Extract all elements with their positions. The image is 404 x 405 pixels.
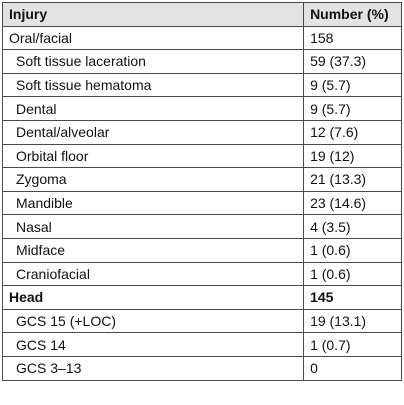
number-cell: 158 [303, 25, 402, 51]
table-row: Dental 9 (5.7) [1, 96, 402, 121]
table-row: Midface 1 (0.6) [1, 237, 402, 263]
table-row: Soft tissue hematoma 9 (5.7) [1, 72, 402, 98]
table-row: Head 145 [1, 285, 402, 310]
table-container: Injury Number (%) Oral/facial 158 Soft tis… [1, 2, 402, 381]
injury-cell: Soft tissue laceration [1, 49, 305, 74]
injury-cell: GCS 14 [1, 332, 305, 357]
table-row: GCS 15 (+LOC) 19 (13.1) [1, 308, 402, 334]
table-row: Soft tissue laceration 59 (37.3) [1, 49, 402, 74]
number-cell: 23 (14.6) [303, 190, 402, 216]
table-body: Oral/facial 158 Soft tissue laceration 59 (… [1, 25, 402, 381]
injury-cell: Midface [1, 237, 305, 263]
injury-cell: Oral/facial [1, 25, 305, 51]
table-row: Craniofacial 1 (0.6) [1, 261, 402, 287]
number-cell: 9 (5.7) [303, 96, 402, 121]
injury-cell: Mandible [1, 190, 305, 216]
number-cell: 1 (0.6) [303, 237, 402, 263]
injury-table: Injury Number (%) Oral/facial 158 Soft tis… [1, 2, 402, 381]
injury-cell: GCS 3–13 [1, 355, 305, 381]
number-cell: 59 (37.3) [303, 49, 402, 74]
number-cell: 9 (5.7) [303, 72, 402, 98]
column-header-injury: Injury [1, 2, 305, 27]
number-cell: 1 (0.7) [303, 332, 402, 357]
table-row: Oral/facial 158 [1, 25, 402, 51]
table-row: Nasal 4 (3.5) [1, 214, 402, 239]
injury-cell: Dental/alveolar [1, 119, 305, 145]
injury-cell: Zygoma [1, 167, 305, 192]
column-header-number: Number (%) [303, 2, 402, 27]
number-cell: 145 [303, 285, 402, 310]
number-cell: 4 (3.5) [303, 214, 402, 239]
number-cell: 21 (13.3) [303, 167, 402, 192]
injury-cell: GCS 15 (+LOC) [1, 308, 305, 334]
number-cell: 19 (13.1) [303, 308, 402, 334]
header-row: Injury Number (%) [1, 2, 402, 27]
number-cell: 19 (12) [303, 143, 402, 169]
injury-cell: Dental [1, 96, 305, 121]
injury-cell: Nasal [1, 214, 305, 239]
number-cell: 1 (0.6) [303, 261, 402, 287]
table-row: GCS 14 1 (0.7) [1, 332, 402, 357]
injury-cell: Head [1, 285, 305, 310]
table-row: Orbital floor 19 (12) [1, 143, 402, 169]
injury-cell: Orbital floor [1, 143, 305, 169]
injury-cell: Soft tissue hematoma [1, 72, 305, 98]
table-row: Dental/alveolar 12 (7.6) [1, 119, 402, 145]
table-row: Mandible 23 (14.6) [1, 190, 402, 216]
number-cell: 0 [303, 355, 402, 381]
table-row: Zygoma 21 (13.3) [1, 167, 402, 192]
table-row: GCS 3–13 0 [1, 355, 402, 381]
injury-cell: Craniofacial [1, 261, 305, 287]
number-cell: 12 (7.6) [303, 119, 402, 145]
